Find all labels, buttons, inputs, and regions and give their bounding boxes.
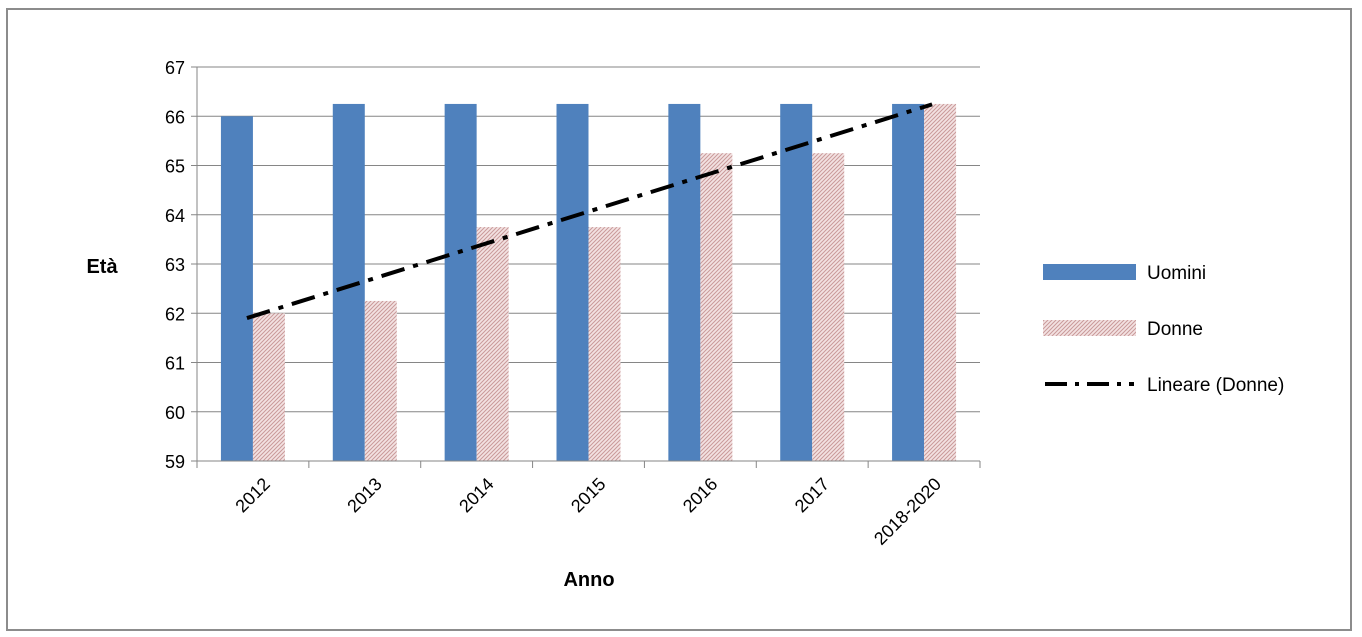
x-tick-label-2013: 2013 [343, 474, 385, 516]
bar-donne-2013 [364, 300, 397, 461]
bars [220, 103, 957, 461]
legend-label-donne: Donne [1147, 319, 1203, 340]
y-tick-labels: 59 60 61 62 63 64 65 66 67 [165, 58, 185, 472]
y-tick-label-60: 60 [165, 403, 185, 423]
x-tick-label-2016: 2016 [679, 474, 721, 516]
bar-uomini-2017 [780, 103, 813, 461]
legend: Uomini Donne Lineare (Donne) [1043, 263, 1284, 396]
legend-swatch-uomini [1043, 264, 1136, 280]
bar-donne-2015 [588, 227, 621, 461]
bar-donne-2014 [476, 227, 509, 461]
legend-label-trend: Lineare (Donne) [1147, 375, 1284, 396]
trendline-lineare-donne [246, 102, 933, 320]
bar-donne-2017 [812, 153, 845, 461]
x-axis-label: Anno [563, 569, 614, 591]
x-tick-label-2012: 2012 [231, 474, 273, 516]
bar-uomini-2013 [332, 103, 365, 461]
x-tick-label-2014: 2014 [455, 474, 497, 516]
bar-uomini-2012 [220, 116, 253, 461]
y-tick-label-61: 61 [165, 354, 185, 374]
bar-donne-2018-2020 [924, 103, 957, 461]
bar-uomini-2014 [444, 103, 477, 461]
y-tick-label-66: 66 [165, 107, 185, 127]
x-tick-label-2018-2020: 2018-2020 [870, 474, 945, 549]
y-axis-label: Età [86, 256, 118, 278]
legend-swatch-donne [1043, 320, 1136, 336]
bar-uomini-2015 [556, 103, 589, 461]
bar-uomini-2016 [668, 103, 701, 461]
x-tick-labels: 2012 2013 2014 2015 2016 2017 2018-2020 [231, 474, 945, 549]
bar-donne-2016 [700, 153, 733, 461]
y-tick-label-67: 67 [165, 58, 185, 78]
y-tick-label-59: 59 [165, 452, 185, 472]
trendline [246, 102, 933, 320]
y-tick-label-65: 65 [165, 157, 185, 177]
x-tick-label-2015: 2015 [567, 474, 609, 516]
bar-uomini-2018-2020 [892, 103, 925, 461]
y-tick-label-62: 62 [165, 304, 185, 324]
x-tick-label-2017: 2017 [791, 474, 833, 516]
axes [196, 67, 981, 468]
legend-label-uomini: Uomini [1147, 263, 1206, 284]
bar-donne-2012 [252, 313, 285, 461]
y-tick-label-64: 64 [165, 206, 185, 226]
y-tick-label-63: 63 [165, 255, 185, 275]
